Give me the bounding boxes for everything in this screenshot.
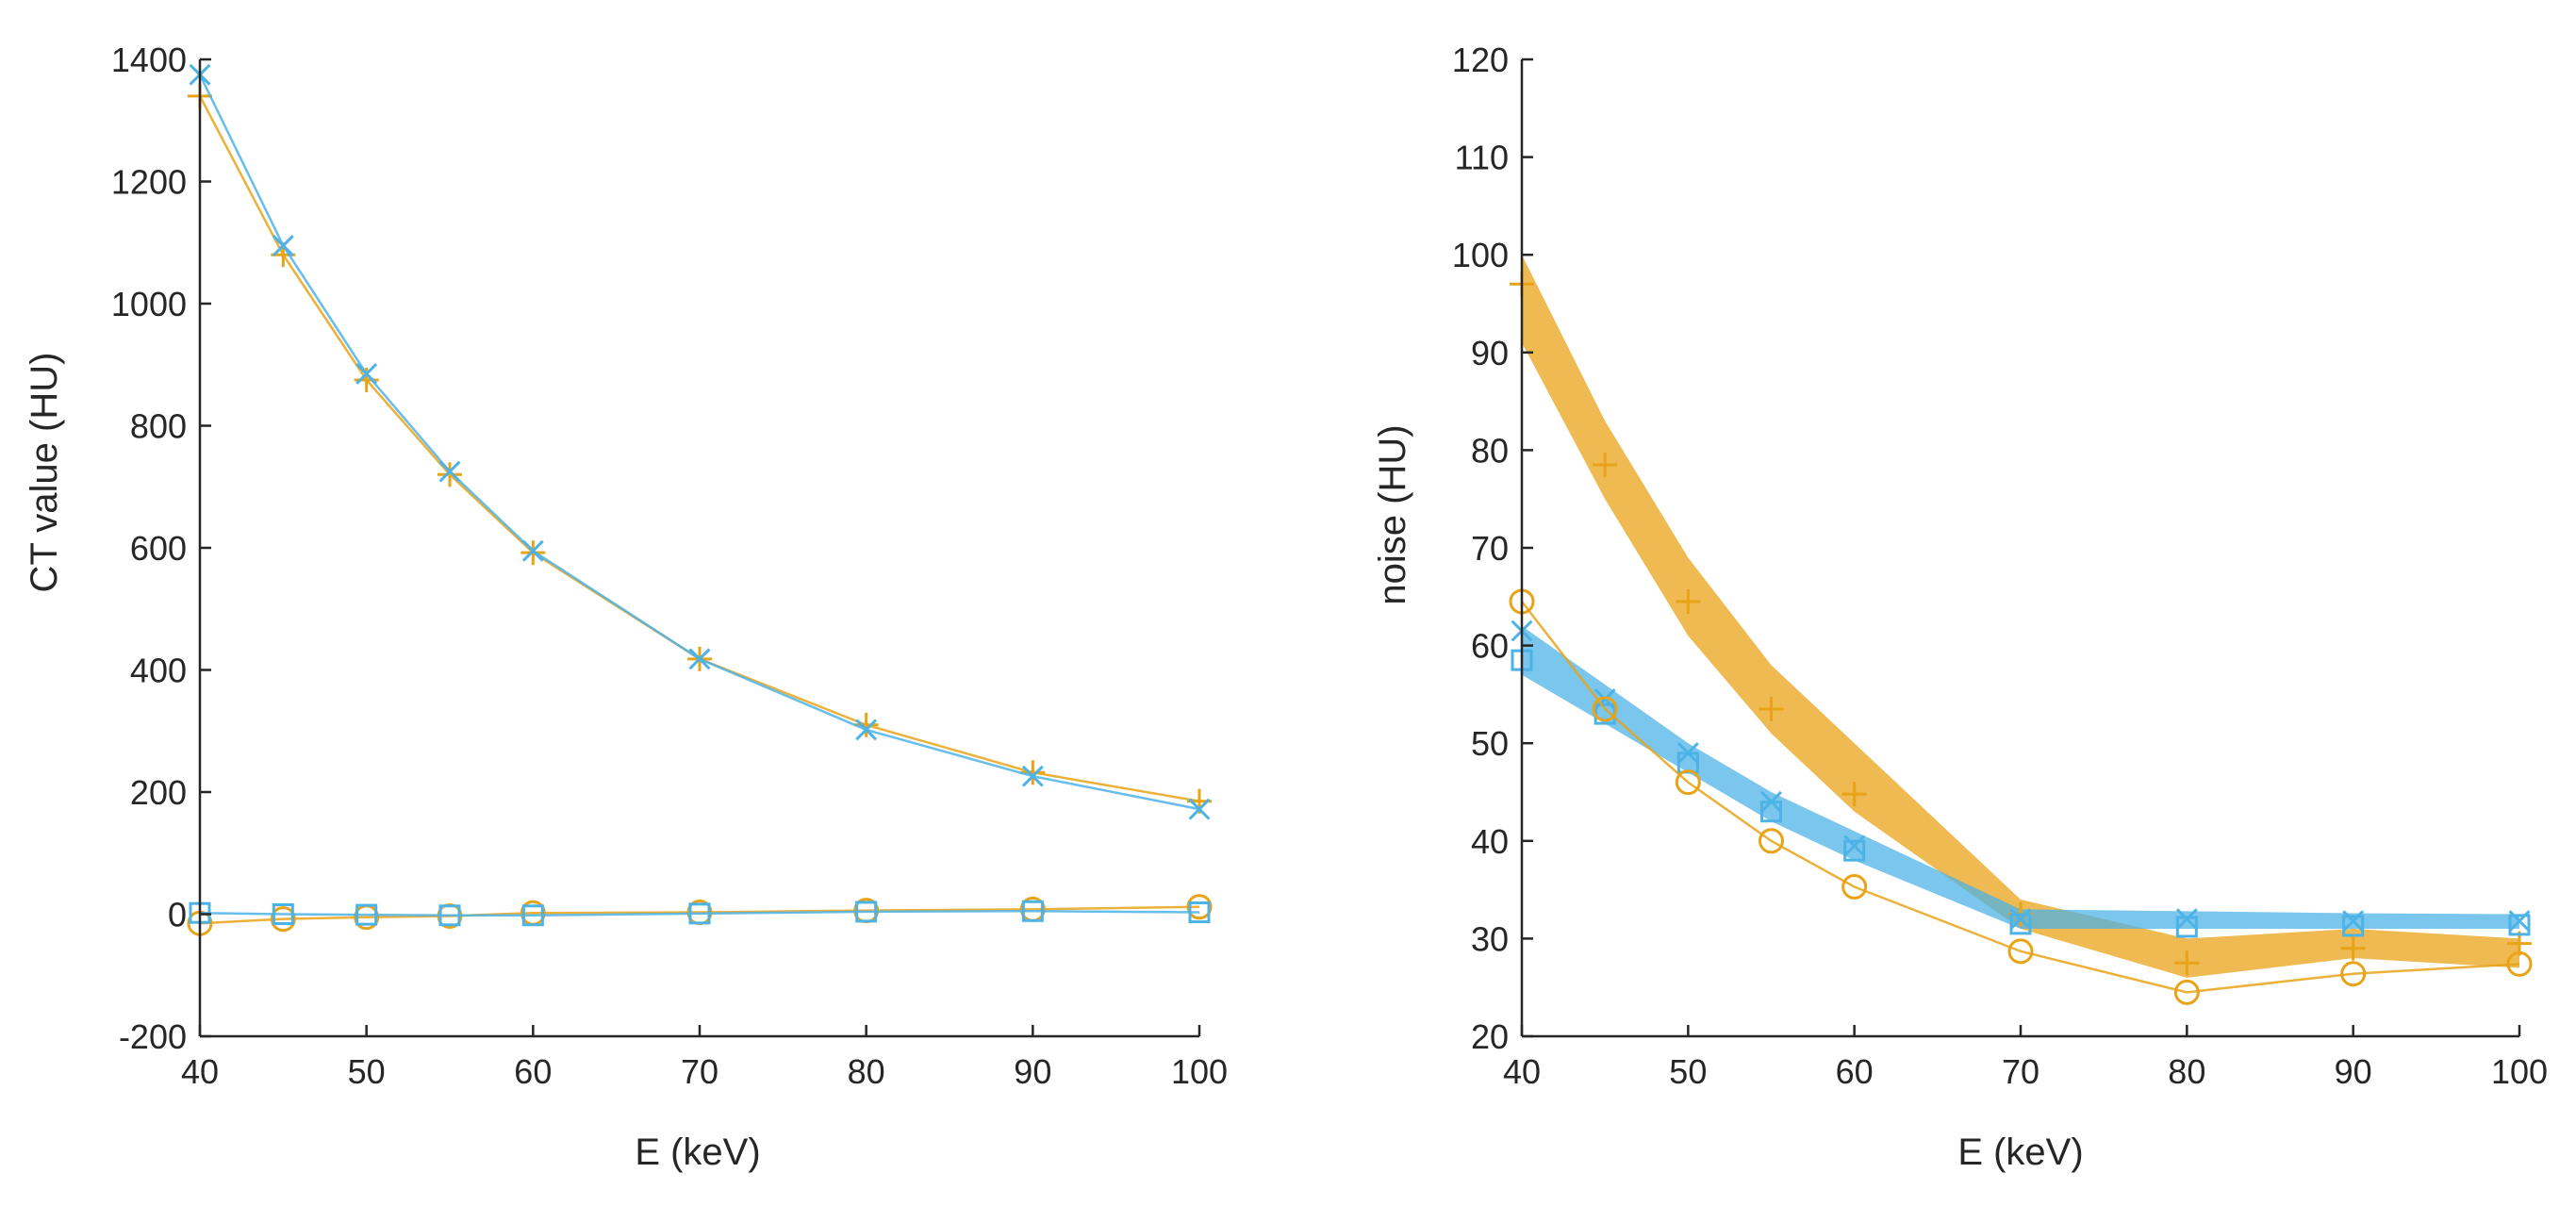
ct-value-plus-marker-55	[438, 462, 462, 487]
noise-plus-marker-50	[1676, 588, 1701, 614]
noise-y-tick-label: 110	[1455, 139, 1509, 177]
ct-value-x-tick-label: 80	[848, 1052, 885, 1091]
noise-square-marker-60	[1843, 839, 1866, 862]
ct-value-circle-marker-45	[270, 906, 296, 933]
ct-value-x-tick-label: 70	[681, 1052, 718, 1091]
noise-circle-marker-50	[1675, 769, 1701, 796]
ct-value-series-line-circle	[199, 905, 1200, 925]
ct-value-y-tick-label: 1000	[111, 285, 187, 323]
ct-value-y-axis-label: CT value (HU)	[24, 353, 65, 593]
noise-series-line-circle	[1521, 601, 2520, 994]
noise-x-tick-label: 90	[2335, 1052, 2372, 1091]
ct-value-square-marker-80	[855, 900, 878, 923]
ct-value-series-line-square	[199, 910, 1200, 917]
noise-x-marker-60	[1843, 834, 1866, 857]
noise-circle-marker-90	[2340, 961, 2367, 987]
ct-value-plot-layer	[187, 63, 1213, 936]
ct-value-x-marker-90	[1021, 765, 1044, 787]
ct-value-plus-marker-80	[853, 712, 879, 737]
ct-value-y-tick-label: 200	[130, 773, 187, 812]
noise-circle-marker-70	[2007, 938, 2034, 965]
noise-circle-marker-100	[2506, 950, 2533, 977]
ct-value-x-marker-45	[272, 235, 294, 256]
ct-value-square-marker-90	[1021, 900, 1044, 922]
noise-plus-marker-80	[2174, 950, 2200, 976]
ct-value-y-tick-label: 400	[130, 652, 187, 690]
noise-x-tick-label: 100	[2491, 1052, 2548, 1091]
noise-square-marker-55	[1760, 801, 1782, 823]
noise-square-marker-80	[2175, 916, 2198, 938]
ct-value-x-marker-80	[855, 719, 878, 741]
noise-band-orange-0	[1522, 255, 2519, 978]
ct-value-x-tick-label: 40	[181, 1052, 219, 1091]
ct-value-square-marker-70	[688, 902, 711, 925]
noise-y-axis-label: noise (HU)	[1372, 424, 1413, 604]
ct-value-y-tick-label: 0	[168, 896, 187, 934]
noise-circle-marker-45	[1592, 696, 1618, 722]
ct-value-x-axis-label: E (keV)	[635, 1132, 760, 1173]
ct-value-x-marker-50	[355, 363, 378, 385]
ct-value-x-marker-70	[688, 648, 711, 670]
noise-x-tick-label: 70	[2002, 1052, 2039, 1091]
ct-value-square-marker-50	[355, 903, 378, 926]
noise-y-tick-label: 20	[1471, 1017, 1509, 1056]
ct-value-x-tick-label: 100	[1171, 1052, 1228, 1091]
noise-plus-marker-60	[1841, 782, 1867, 807]
noise-x-tick-label: 60	[1836, 1052, 1874, 1091]
noise-y-tick-label: 40	[1471, 822, 1509, 861]
ct-value-x-marker-100	[1188, 798, 1211, 820]
noise-plus-marker-90	[2340, 935, 2366, 961]
noise-plus-marker-45	[1593, 452, 1618, 477]
noise-y-tick-label: 60	[1471, 627, 1509, 666]
ct-value-x-tick-label: 50	[348, 1052, 386, 1091]
ct-value-y-tick-label: 600	[130, 529, 187, 568]
ct-value-square-marker-45	[272, 903, 294, 925]
ct-value-chart: 40 50 60 70 80 90 100 -200 0 200 400 600 800 1000 1200…	[24, 41, 1228, 1173]
noise-y-tick-label: 90	[1471, 334, 1509, 372]
ct-value-x-marker-60	[521, 539, 544, 562]
noise-y-tick-label: 30	[1471, 919, 1509, 958]
ct-value-x-marker-55	[438, 460, 461, 483]
noise-y-tick-label: 50	[1471, 724, 1509, 763]
noise-x-axis-label: E (keV)	[1957, 1132, 2083, 1173]
noise-y-tick-label: 80	[1471, 431, 1509, 470]
ct-value-y-tick-label: 800	[130, 407, 187, 446]
noise-circle-marker-60	[1841, 873, 1868, 900]
noise-x-marker-70	[2009, 908, 2032, 931]
noise-y-tick-label: 70	[1471, 529, 1509, 568]
ct-value-axes: 40 50 60 70 80 90 100 -200 0 200 400 600 800 1000 1200…	[111, 41, 1228, 1091]
ct-value-square-marker-100	[1188, 901, 1211, 924]
noise-x-tick-label: 80	[2168, 1052, 2205, 1091]
ct-value-square-marker-60	[521, 904, 544, 927]
noise-x-tick-label: 50	[1669, 1052, 1707, 1091]
ct-value-y-tick-label: -200	[119, 1017, 187, 1056]
noise-axes: 40 50 60 70 80 90 100 20 30 40 50 60 70 80 90 100 110 120	[1452, 41, 2548, 1091]
ct-value-square-marker-55	[438, 904, 461, 927]
ct-value-circle-marker-100	[1186, 894, 1213, 920]
ct-value-x-tick-label: 60	[514, 1052, 552, 1091]
noise-square-marker-70	[2009, 913, 2032, 935]
noise-plus-marker-55	[1759, 696, 1784, 721]
noise-chart: 40 50 60 70 80 90 100 20 30 40 50 60 70 80 90 100 110 120…	[1372, 41, 2548, 1173]
noise-square-marker-100	[2508, 914, 2531, 936]
noise-x-marker-80	[2175, 908, 2198, 931]
noise-circle-marker-80	[2173, 979, 2200, 1005]
ct-value-plus-marker-90	[1020, 760, 1046, 785]
ct-value-x-tick-label: 90	[1014, 1052, 1051, 1091]
ct-value-y-tick-label: 1200	[111, 163, 187, 202]
noise-y-tick-label: 100	[1452, 236, 1509, 274]
noise-plot-layer	[1509, 255, 2533, 1005]
noise-band-blue-1	[1522, 625, 2519, 930]
noise-square-marker-90	[2342, 915, 2365, 937]
noise-x-tick-label: 40	[1503, 1052, 1541, 1091]
noise-y-tick-label: 120	[1452, 41, 1509, 79]
noise-x-marker-90	[2342, 910, 2365, 933]
ct-value-y-tick-label: 1400	[111, 41, 187, 79]
noise-circle-marker-55	[1759, 828, 1784, 854]
